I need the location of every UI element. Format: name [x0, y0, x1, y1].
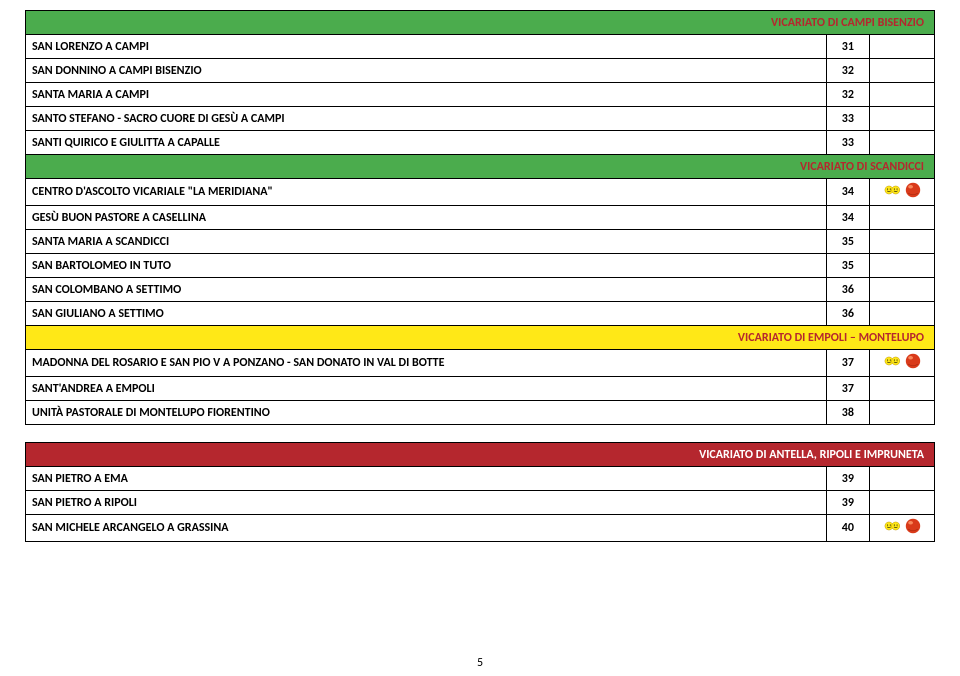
- entry-page-number: 39: [826, 491, 869, 515]
- entry-name: SANTA MARIA A CAMPI: [26, 83, 827, 107]
- section-header-label: VICARIATO DI EMPOLI – MONTELUPO: [738, 331, 924, 345]
- entry-name: SAN MICHELE ARCANGELO A GRASSINA: [26, 515, 827, 542]
- entry-name: SAN PIETRO A EMA: [26, 467, 827, 491]
- entry-icons-cell: [870, 515, 935, 542]
- smiley-pair-icon: [884, 352, 902, 370]
- table-row: SAN GIULIANO A SETTIMO36: [26, 302, 935, 326]
- table-row: SAN MICHELE ARCANGELO A GRASSINA40: [26, 515, 935, 542]
- page-container: VICARIATO DI CAMPI BISENZIO SAN LORENZO A…: [0, 0, 960, 542]
- entry-icons-cell: [870, 83, 935, 107]
- entry-name: SAN PIETRO A RIPOLI: [26, 491, 827, 515]
- entry-name: SAN COLOMBANO A SETTIMO: [26, 278, 827, 302]
- entry-icons-cell: [870, 179, 935, 206]
- table-row: MADONNA DEL ROSARIO E SAN PIO V A PONZAN…: [26, 350, 935, 377]
- icon-pair: [884, 352, 921, 370]
- entry-icons-cell: [870, 131, 935, 155]
- table-row: SANTI QUIRICO E GIULITTA A CAPALLE33: [26, 131, 935, 155]
- entry-page-number: 32: [826, 59, 869, 83]
- entry-name: SAN DONNINO A CAMPI BISENZIO: [26, 59, 827, 83]
- entry-icons-cell: [870, 278, 935, 302]
- table-row: SANTA MARIA A CAMPI32: [26, 83, 935, 107]
- table-row: SAN LORENZO A CAMPI31: [26, 35, 935, 59]
- entry-page-number: 37: [826, 350, 869, 377]
- entry-name: SANTA MARIA A SCANDICCI: [26, 230, 827, 254]
- entry-page-number: 34: [826, 206, 869, 230]
- section-header: VICARIATO DI ANTELLA, RIPOLI E IMPRUNETA: [26, 443, 935, 467]
- entry-name: SANTI QUIRICO E GIULITTA A CAPALLE: [26, 131, 827, 155]
- entry-icons-cell: [870, 302, 935, 326]
- entry-icons-cell: [870, 206, 935, 230]
- entry-page-number: 32: [826, 83, 869, 107]
- icon-pair: [884, 181, 921, 199]
- page-number: 5: [477, 656, 483, 670]
- entry-name: UNITÀ PASTORALE DI MONTELUPO FIORENTINO: [26, 401, 827, 425]
- ball-icon: [905, 518, 921, 534]
- entry-icons-cell: [870, 401, 935, 425]
- entry-icons-cell: [870, 350, 935, 377]
- entry-page-number: 33: [826, 107, 869, 131]
- entry-page-number: 40: [826, 515, 869, 542]
- table-row: SAN PIETRO A RIPOLI39: [26, 491, 935, 515]
- table-row: GESÙ BUON PASTORE A CASELLINA34: [26, 206, 935, 230]
- entry-name: MADONNA DEL ROSARIO E SAN PIO V A PONZAN…: [26, 350, 827, 377]
- entry-page-number: 36: [826, 278, 869, 302]
- table-row: SANT'ANDREA A EMPOLI37: [26, 377, 935, 401]
- entry-name: SAN LORENZO A CAMPI: [26, 35, 827, 59]
- entry-name: CENTRO D'ASCOLTO VICARIALE "LA MERIDIANA…: [26, 179, 827, 206]
- entry-page-number: 39: [826, 467, 869, 491]
- icon-pair: [884, 517, 921, 535]
- table-row: SANTO STEFANO - SACRO CUORE DI GESÙ A CA…: [26, 107, 935, 131]
- entry-page-number: 35: [826, 230, 869, 254]
- section-header: VICARIATO DI SCANDICCI: [26, 155, 935, 179]
- table-row: SAN COLOMBANO A SETTIMO36: [26, 278, 935, 302]
- entry-page-number: 31: [826, 35, 869, 59]
- entry-icons-cell: [870, 377, 935, 401]
- entry-icons-cell: [870, 230, 935, 254]
- entry-icons-cell: [870, 467, 935, 491]
- table-row: SAN PIETRO A EMA39: [26, 467, 935, 491]
- table-row: CENTRO D'ASCOLTO VICARIALE "LA MERIDIANA…: [26, 179, 935, 206]
- section-header: VICARIATO DI EMPOLI – MONTELUPO: [26, 326, 935, 350]
- entry-icons-cell: [870, 107, 935, 131]
- entry-page-number: 37: [826, 377, 869, 401]
- ball-icon: [905, 182, 921, 198]
- smiley-pair-icon: [884, 517, 902, 535]
- section-header-label: VICARIATO DI ANTELLA, RIPOLI E IMPRUNETA: [699, 448, 924, 462]
- entry-icons-cell: [870, 491, 935, 515]
- section-header-label: VICARIATO DI CAMPI BISENZIO: [771, 16, 924, 30]
- entry-icons-cell: [870, 35, 935, 59]
- entry-name: SANT'ANDREA A EMPOLI: [26, 377, 827, 401]
- entry-name: SAN GIULIANO A SETTIMO: [26, 302, 827, 326]
- entry-icons-cell: [870, 254, 935, 278]
- table-row: SAN BARTOLOMEO IN TUTO35: [26, 254, 935, 278]
- section-header-label: VICARIATO DI SCANDICCI: [800, 160, 924, 174]
- entry-name: GESÙ BUON PASTORE A CASELLINA: [26, 206, 827, 230]
- entry-page-number: 34: [826, 179, 869, 206]
- entry-page-number: 33: [826, 131, 869, 155]
- table-row: SANTA MARIA A SCANDICCI35: [26, 230, 935, 254]
- entry-page-number: 38: [826, 401, 869, 425]
- entry-name: SAN BARTOLOMEO IN TUTO: [26, 254, 827, 278]
- entry-name: SANTO STEFANO - SACRO CUORE DI GESÙ A CA…: [26, 107, 827, 131]
- entry-page-number: 35: [826, 254, 869, 278]
- directory-table: VICARIATO DI CAMPI BISENZIO SAN LORENZO A…: [25, 10, 935, 542]
- entry-page-number: 36: [826, 302, 869, 326]
- smiley-pair-icon: [884, 181, 902, 199]
- table-row: SAN DONNINO A CAMPI BISENZIO32: [26, 59, 935, 83]
- entry-icons-cell: [870, 59, 935, 83]
- section-header: VICARIATO DI CAMPI BISENZIO: [26, 11, 935, 35]
- table-row: UNITÀ PASTORALE DI MONTELUPO FIORENTINO3…: [26, 401, 935, 425]
- ball-icon: [905, 353, 921, 369]
